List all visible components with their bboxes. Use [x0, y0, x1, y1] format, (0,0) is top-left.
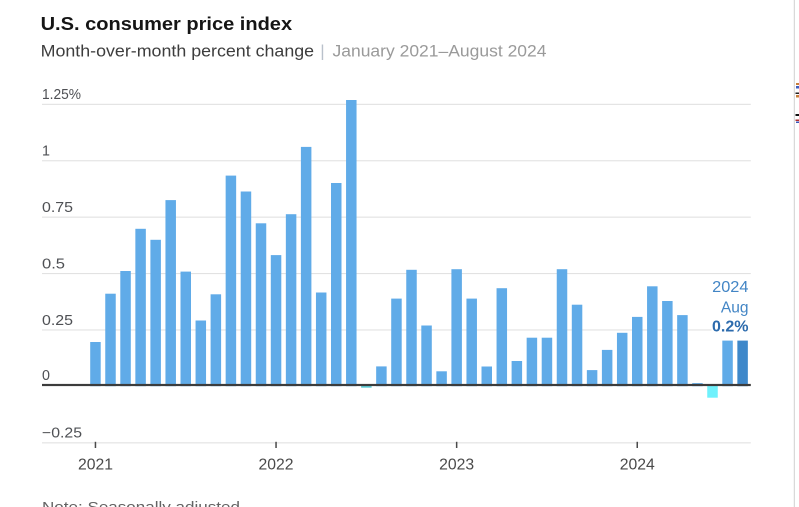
svg-text:2023: 2023	[439, 456, 474, 473]
svg-text:Month-over-month percent chang: Month-over-month percent change	[41, 42, 315, 61]
svg-text:0.2%: 0.2%	[712, 318, 749, 335]
svg-text:Note: Seasonally adjusted: Note: Seasonally adjusted	[42, 500, 240, 507]
svg-text:−0.25: −0.25	[42, 426, 82, 442]
svg-text:2022: 2022	[259, 456, 294, 473]
svg-text:0.25: 0.25	[42, 313, 73, 329]
svg-text:U.S. consumer price index: U.S. consumer price index	[41, 14, 293, 34]
svg-text:|: |	[320, 42, 324, 61]
svg-text:0: 0	[42, 368, 50, 384]
svg-text:Aug: Aug	[721, 300, 749, 317]
svg-text:2024: 2024	[620, 456, 655, 473]
svg-text:January 2021–August 2024: January 2021–August 2024	[333, 42, 547, 61]
svg-text:0.5: 0.5	[42, 256, 65, 272]
svg-text:0.75: 0.75	[42, 200, 73, 216]
svg-text:1.25%: 1.25%	[42, 87, 81, 103]
svg-text:2021: 2021	[78, 456, 113, 473]
svg-text:1: 1	[42, 144, 50, 160]
svg-text:2024: 2024	[712, 279, 749, 296]
